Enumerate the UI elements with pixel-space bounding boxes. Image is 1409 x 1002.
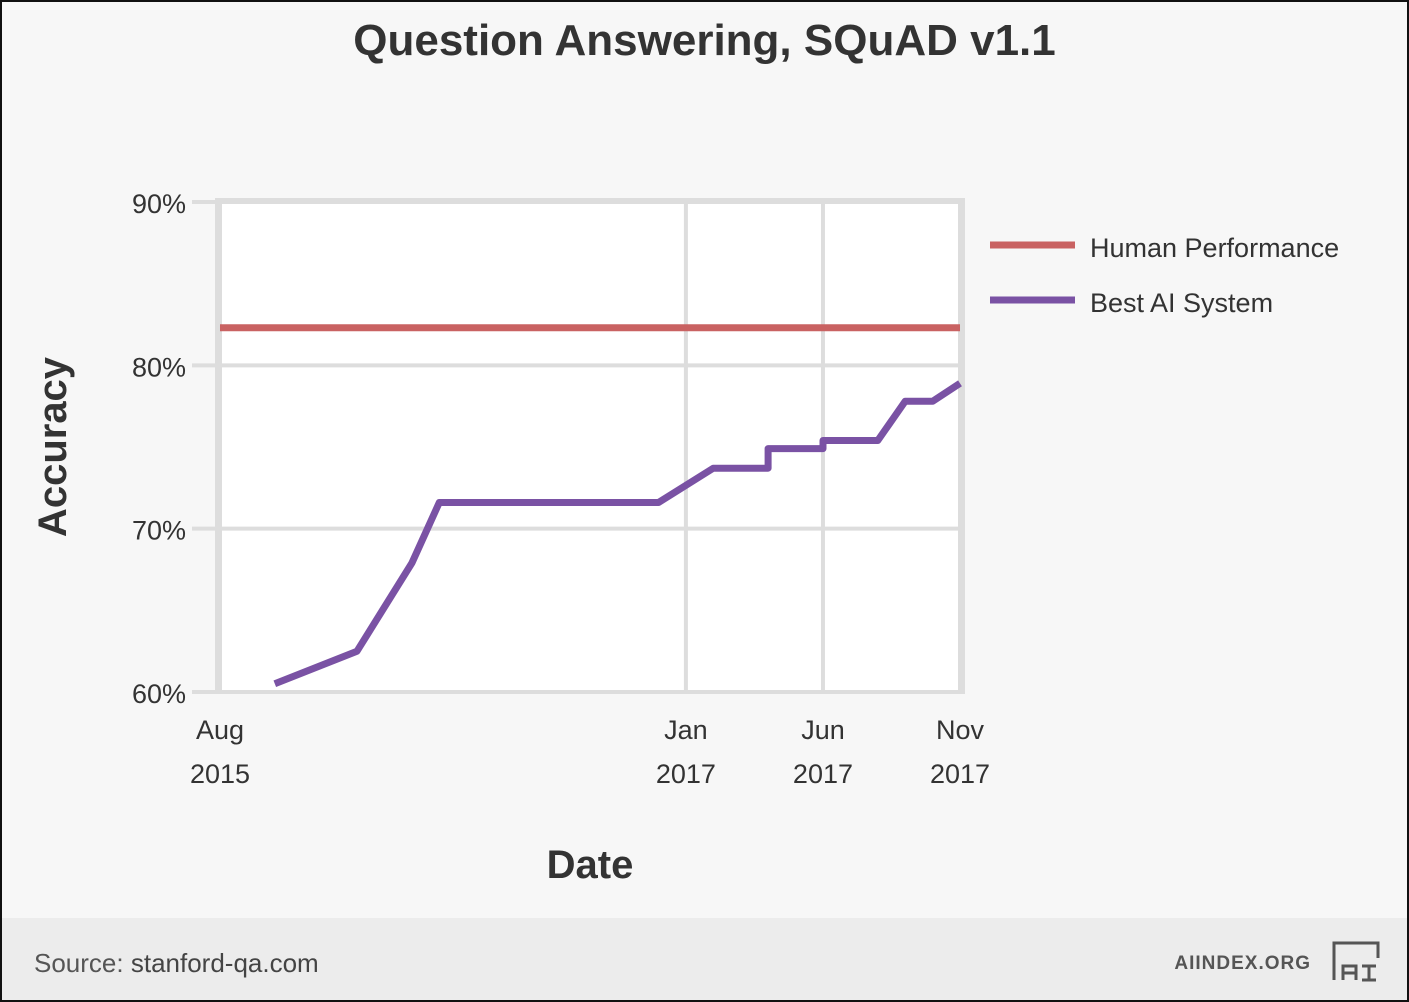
x-tick-label-month: Nov xyxy=(936,715,985,745)
legend-label-human-performance: Human Performance xyxy=(1090,233,1339,263)
legend: Human Performance Best AI System xyxy=(990,233,1339,318)
y-tick-label: 70% xyxy=(132,516,186,546)
source-value: stanford-qa.com xyxy=(130,948,319,978)
plot-background xyxy=(215,198,965,694)
x-tick-label-year: 2017 xyxy=(930,759,990,789)
x-tick-label-month: Jan xyxy=(664,715,708,745)
y-tick-label: 60% xyxy=(132,679,186,709)
grid-layer xyxy=(192,200,963,694)
x-axis-label: Date xyxy=(547,843,634,887)
footer: Source: stanford-qa.com AIINDEX.ORG xyxy=(2,918,1407,1000)
x-tick-label-year: 2017 xyxy=(793,759,853,789)
line-chart: 60% 70% 80% 90% Aug 2015 Jan 2017 Jun 2017 Nov 2017… xyxy=(31,189,1339,887)
source-credit: Source: stanford-qa.com xyxy=(34,948,319,979)
legend-label-best-ai-system: Best AI System xyxy=(1090,288,1273,318)
series-layer xyxy=(220,324,962,688)
brand-text: AIINDEX.ORG xyxy=(1174,953,1311,974)
source-label: Source: xyxy=(34,948,124,978)
x-tick-label-month: Jun xyxy=(801,715,845,745)
y-axis-label: Accuracy xyxy=(31,356,75,537)
series-line-best-ai-system xyxy=(273,380,962,688)
x-tick-label-year: 2017 xyxy=(656,759,716,789)
y-tick-label: 80% xyxy=(132,352,186,382)
legend-item-best-ai-system: Best AI System xyxy=(990,288,1273,318)
x-tick-label-month: Aug xyxy=(196,715,244,745)
legend-item-human-performance: Human Performance xyxy=(990,233,1339,263)
ai-index-logo-icon xyxy=(1332,941,1380,982)
y-tick-label: 90% xyxy=(132,189,186,219)
tick-label-layer: 60% 70% 80% 90% Aug 2015 Jan 2017 Jun 2017 Nov 2017 xyxy=(132,189,990,789)
x-tick-label-year: 2015 xyxy=(190,759,250,789)
chart-title: Question Answering, SQuAD v1.1 xyxy=(353,16,1056,65)
